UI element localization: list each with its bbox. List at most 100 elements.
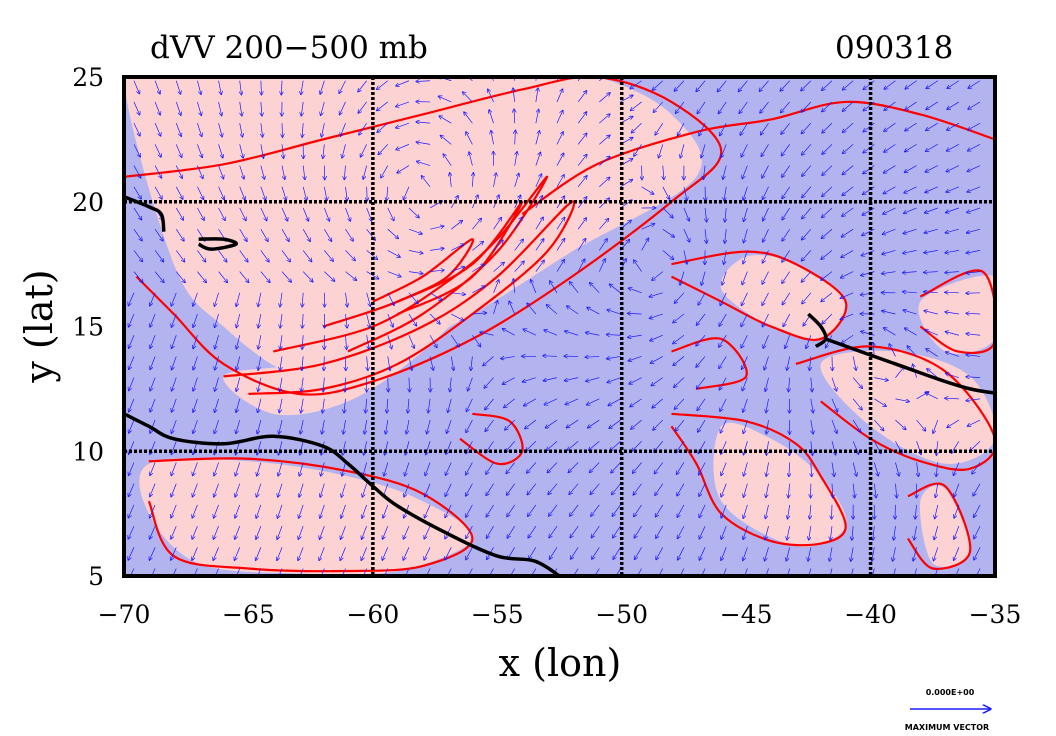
wind-vector	[656, 525, 664, 538]
wind-vector	[408, 292, 418, 304]
wind-vector	[788, 483, 789, 498]
wind-vector	[568, 462, 579, 472]
wind-vector	[925, 186, 938, 193]
wind-vector	[782, 207, 790, 220]
wind-vector	[724, 250, 727, 264]
wind-vector	[543, 356, 558, 357]
wind-vector	[967, 186, 981, 192]
wind-vector	[966, 272, 981, 274]
wind-vector	[635, 547, 642, 559]
wind-vector	[175, 80, 180, 94]
wind-vector	[697, 398, 706, 410]
wind-vector	[945, 228, 960, 233]
wind-vector	[193, 398, 198, 412]
wind-vector	[954, 483, 960, 497]
wind-vector	[214, 419, 219, 433]
wind-vector	[197, 144, 202, 157]
wind-vector	[480, 332, 494, 336]
wind-vector	[566, 419, 579, 428]
wind-vector	[192, 483, 198, 497]
wind-vector	[531, 280, 537, 293]
wind-vector	[782, 292, 790, 305]
wind-vector	[895, 483, 896, 498]
wind-vector	[970, 441, 981, 451]
wind-vector	[874, 419, 883, 430]
wind-vector	[302, 314, 303, 328]
wind-vector	[567, 441, 579, 450]
wind-vector	[345, 377, 346, 392]
wind-vector	[258, 313, 262, 328]
wind-vector	[653, 101, 664, 112]
wind-vector	[486, 525, 494, 538]
wind-vector	[883, 186, 896, 194]
wind-vector	[947, 101, 960, 109]
wind-vector	[387, 313, 393, 327]
wind-vector	[863, 80, 875, 90]
wind-vector	[884, 328, 896, 336]
wind-vector	[763, 335, 769, 348]
wind-vector	[491, 131, 494, 145]
wind-vector	[493, 240, 503, 251]
wind-vector	[535, 109, 539, 124]
wind-vector	[697, 101, 706, 114]
wind-vector	[466, 132, 473, 145]
wind-vector	[505, 419, 515, 430]
wind-vector	[324, 356, 325, 370]
wind-vector	[279, 419, 283, 434]
wind-vector	[599, 156, 610, 166]
wind-vector	[651, 356, 663, 363]
wind-vector	[782, 271, 790, 284]
wind-vector	[408, 228, 422, 234]
wind-vector	[506, 441, 515, 452]
wind-vector	[408, 250, 423, 253]
wind-vector	[277, 547, 283, 560]
wind-vector	[239, 207, 246, 221]
wind-vector	[507, 504, 515, 517]
wind-vector	[466, 525, 473, 538]
wind-vector	[260, 250, 269, 261]
contour-line	[372, 238, 475, 303]
wind-vector	[396, 101, 410, 107]
wind-vector	[466, 398, 473, 412]
wind-vector	[514, 152, 517, 166]
wind-vector	[652, 80, 664, 90]
wind-vector	[239, 165, 244, 179]
wind-vector	[766, 420, 768, 434]
wind-vector	[822, 207, 833, 217]
wind-vector	[676, 101, 685, 113]
wind-vector	[634, 504, 642, 517]
wind-vector	[903, 228, 917, 233]
wind-vector	[677, 504, 685, 517]
wind-vector	[802, 144, 812, 155]
wind-vector	[801, 250, 812, 260]
wind-vector	[725, 229, 727, 243]
wind-vector	[720, 122, 727, 135]
wind-vector	[766, 483, 769, 498]
contour-line	[919, 269, 995, 354]
wind-vector	[384, 462, 389, 475]
wind-vector	[926, 101, 938, 110]
wind-vector	[742, 356, 748, 369]
grid-lines	[124, 77, 995, 576]
wind-vector	[633, 483, 642, 495]
wind-vector	[302, 356, 303, 370]
wind-vector	[811, 441, 813, 455]
wind-vector	[945, 292, 959, 293]
wind-vector	[577, 259, 585, 272]
wind-vector	[523, 329, 537, 336]
wind-vector	[377, 101, 389, 111]
wind-vector	[841, 228, 854, 237]
wind-vector	[545, 419, 558, 428]
wind-vector	[599, 219, 608, 230]
wind-vector	[802, 186, 812, 198]
wind-vector	[780, 80, 790, 91]
wind-vector	[628, 335, 642, 337]
wind-vector	[884, 122, 896, 131]
plot-frame	[122, 75, 997, 578]
wind-vector	[945, 250, 959, 252]
wind-vector	[341, 525, 346, 539]
wind-vector	[214, 483, 219, 497]
wind-vector	[363, 165, 367, 180]
wind-vector	[484, 377, 494, 388]
wind-vector	[320, 80, 325, 94]
